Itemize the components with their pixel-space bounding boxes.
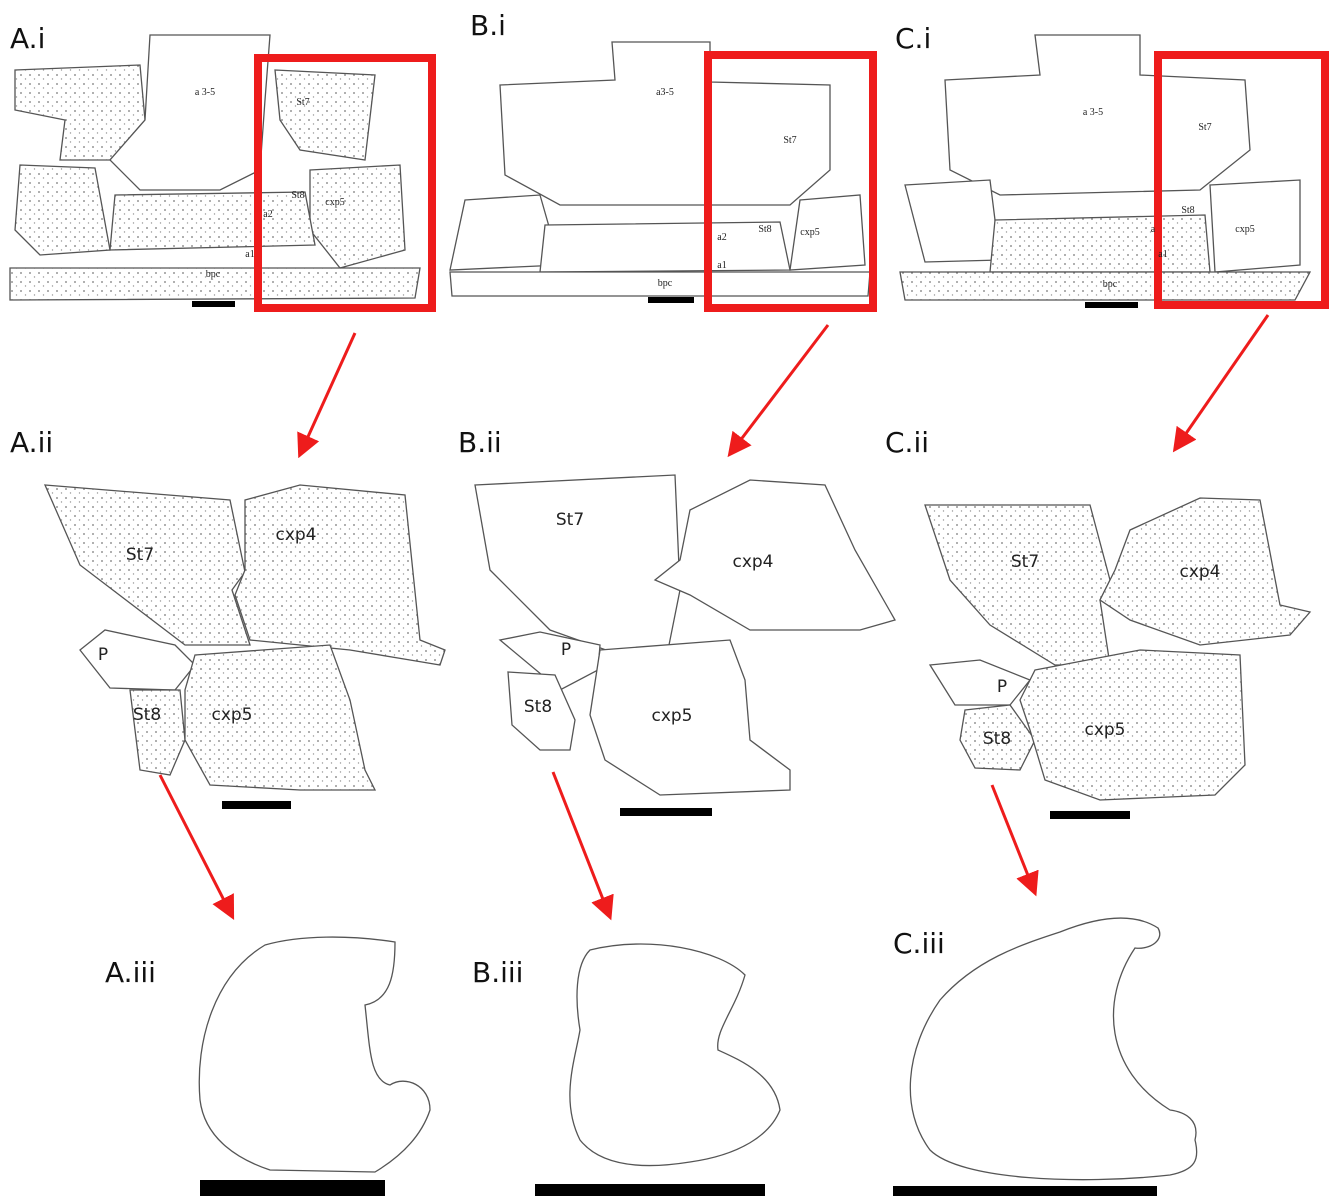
sternite	[130, 690, 185, 775]
part-label: bpc	[658, 278, 673, 289]
panel-c-i: C.i a 3-5 St7 St8 cxp5 a a1 bpc	[895, 22, 1325, 308]
scale-bar	[222, 801, 291, 809]
part-label: St8	[1181, 205, 1194, 216]
part-label: cxp4	[1179, 562, 1220, 582]
panel-label: B.ii	[458, 426, 502, 459]
part-label: St8	[133, 705, 161, 725]
part-label: St8	[983, 729, 1011, 749]
sternite	[45, 485, 250, 645]
part-label: a 3-5	[195, 87, 215, 98]
sternite	[925, 505, 1110, 665]
scale-bar	[1050, 811, 1130, 819]
coxa	[235, 485, 445, 665]
part-label: St7	[556, 510, 584, 530]
coxa	[905, 180, 1000, 262]
scale-bar	[648, 297, 694, 303]
panel-label: C.ii	[885, 426, 929, 459]
part-label: bpc	[1103, 279, 1118, 290]
part-label: cxp5	[325, 197, 344, 208]
scale-bar	[620, 808, 712, 816]
panel-label: B.iii	[472, 956, 523, 989]
scale-bar	[535, 1184, 765, 1196]
coxa	[310, 165, 405, 268]
scale-bar	[893, 1186, 1157, 1196]
part-label: St7	[1198, 122, 1211, 133]
panel-label: B.i	[470, 9, 506, 42]
part-label: a2	[263, 209, 272, 220]
sternite	[110, 192, 315, 250]
arrow	[1178, 315, 1268, 445]
panel-label: A.i	[10, 22, 45, 55]
panel-a-ii: A.ii St7 cxp4 P St8 cxp5	[10, 426, 445, 809]
sternite	[275, 70, 375, 160]
part-label: a 3-5	[1083, 107, 1103, 118]
part-label: cxp5	[651, 706, 692, 726]
part-label: St8	[291, 190, 304, 201]
part-label: cxp4	[275, 525, 316, 545]
part-label: cxp5	[1235, 224, 1254, 235]
coxal-shape	[570, 944, 780, 1165]
panel-a-iii: A.iii	[105, 937, 430, 1196]
part-label: a1	[717, 260, 726, 271]
panel-label: C.i	[895, 22, 931, 55]
part-label: a3-5	[656, 87, 674, 98]
panel-b-ii: B.ii St7 cxp4 P St8 cxp5	[458, 426, 895, 816]
panel-label: A.iii	[105, 956, 156, 989]
coxa	[1210, 180, 1300, 272]
panel-c-iii: C.iii	[893, 918, 1197, 1196]
arrow	[302, 333, 355, 450]
arrow	[992, 785, 1033, 888]
part-label: St7	[296, 97, 309, 108]
part-label: cxp4	[732, 552, 773, 572]
part-label: a2	[717, 232, 726, 243]
arrow	[160, 775, 230, 912]
scale-bar	[192, 301, 235, 307]
coxal-shape	[199, 937, 430, 1172]
panel-b-iii: B.iii	[472, 944, 780, 1196]
sternite	[990, 215, 1210, 272]
part-label: a1	[245, 249, 254, 260]
part-label: a1	[1158, 249, 1167, 260]
part-label: P	[997, 677, 1007, 697]
part-label: cxp5	[1084, 720, 1125, 740]
part-label: St8	[758, 224, 771, 235]
panel-b-i: B.i a3-5 St7 St8 cxp5 a2 a1 bpc	[450, 9, 873, 308]
panel-label: A.ii	[10, 426, 53, 459]
part-label: P	[98, 645, 108, 665]
arrow	[553, 772, 608, 912]
coxa	[15, 165, 110, 255]
scale-bar	[1085, 302, 1138, 308]
part-label: cxp5	[211, 705, 252, 725]
part-label: bpc	[206, 269, 221, 280]
abdomen	[500, 42, 830, 205]
coxa	[655, 480, 895, 630]
part-label: St7	[1011, 552, 1039, 572]
part-label: St7	[126, 545, 154, 565]
scale-bar	[200, 1180, 385, 1196]
part-label: cxp5	[800, 227, 819, 238]
part-label: St7	[783, 135, 796, 146]
panel-label: C.iii	[893, 927, 945, 960]
arrow	[733, 325, 828, 450]
panel-c-ii: C.ii St7 cxp4 P St8 cxp5	[885, 426, 1310, 819]
sternite	[475, 475, 680, 655]
coxa	[1020, 650, 1245, 800]
part-label: P	[561, 640, 571, 660]
penis	[930, 660, 1030, 705]
coxal-shape	[910, 918, 1196, 1180]
part-label: St8	[524, 697, 552, 717]
part-label: a	[1151, 224, 1156, 235]
panel-a-i: A.i a 3-5 St7 St8 cxp5 a2 a1 bpc	[10, 22, 432, 308]
sternite	[540, 222, 790, 272]
figure: A.i a 3-5 St7 St8 cxp5 a2 a1 bpc B.i a3-…	[0, 0, 1336, 1196]
